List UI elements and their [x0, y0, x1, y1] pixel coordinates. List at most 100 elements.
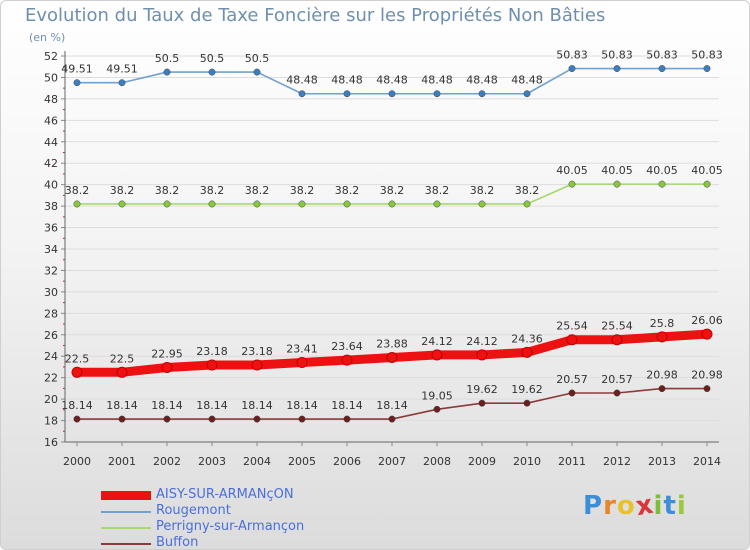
- data-point: [478, 399, 486, 407]
- y-tick-label: 18: [44, 415, 58, 428]
- data-point: [118, 415, 126, 423]
- data-point: [118, 200, 126, 208]
- data-point: [343, 90, 351, 98]
- x-tick-label: 2007: [378, 455, 406, 468]
- logo-letter: t: [663, 491, 677, 521]
- data-label: 38.2: [425, 184, 450, 197]
- data-label: 38.2: [470, 184, 495, 197]
- data-point: [296, 357, 308, 369]
- x-tick-label: 2008: [423, 455, 451, 468]
- data-label: 50.83: [556, 49, 588, 62]
- data-point: [433, 90, 441, 98]
- data-point: [386, 352, 398, 364]
- data-point: [388, 200, 396, 208]
- data-label: 25.8: [650, 317, 675, 330]
- data-point: [163, 200, 171, 208]
- y-tick-label: 48: [44, 93, 58, 106]
- y-tick-label: 42: [44, 157, 58, 170]
- data-label: 50.83: [691, 49, 723, 62]
- data-point: [251, 359, 263, 371]
- y-tick-label: 26: [44, 329, 58, 342]
- data-label: 24.36: [511, 332, 543, 345]
- data-label: 20.57: [556, 373, 588, 386]
- data-point: [298, 90, 306, 98]
- y-tick-label: 44: [44, 136, 58, 149]
- data-label: 20.98: [691, 369, 723, 382]
- data-label: 38.2: [200, 184, 225, 197]
- y-tick-label: 52: [44, 50, 58, 63]
- data-point: [703, 65, 711, 72]
- legend-swatch: [101, 511, 151, 513]
- data-point: [298, 415, 306, 423]
- data-label: 49.51: [61, 63, 93, 76]
- x-tick-label: 2005: [288, 455, 316, 468]
- chart-title: Evolution du Taux de Taxe Foncière sur l…: [25, 5, 606, 26]
- data-label: 19.62: [511, 383, 543, 396]
- data-point: [613, 65, 621, 72]
- data-label: 23.41: [286, 343, 318, 356]
- data-label: 23.88: [376, 338, 408, 351]
- x-tick-label: 2013: [648, 455, 676, 468]
- legend-label: Buffon: [156, 535, 199, 550]
- data-label: 24.12: [421, 335, 453, 348]
- x-tick-label: 2012: [603, 455, 631, 468]
- data-point: [568, 389, 576, 397]
- data-point: [613, 389, 621, 397]
- data-label: 48.48: [376, 74, 408, 87]
- data-point: [703, 180, 711, 188]
- data-label: 26.06: [691, 314, 723, 327]
- data-point: [433, 200, 441, 208]
- data-point: [658, 180, 666, 188]
- y-tick-label: 34: [44, 243, 58, 256]
- data-point: [253, 68, 261, 76]
- data-label: 23.18: [196, 345, 228, 358]
- data-label: 24.12: [466, 335, 498, 348]
- legend-swatch: [101, 491, 151, 500]
- x-tick-label: 2004: [243, 455, 271, 468]
- legend-swatch: [101, 527, 151, 529]
- data-point: [343, 200, 351, 208]
- data-point: [476, 349, 488, 361]
- data-label: 50.83: [646, 49, 678, 62]
- data-label: 23.64: [331, 340, 363, 353]
- data-point: [431, 349, 443, 361]
- data-point: [523, 90, 531, 98]
- x-tick-label: 2002: [153, 455, 181, 468]
- data-point: [388, 90, 396, 98]
- y-tick-label: 50: [44, 71, 58, 84]
- data-point: [388, 415, 396, 423]
- y-tick-label: 16: [44, 436, 58, 449]
- data-label: 38.2: [155, 184, 180, 197]
- data-point: [521, 346, 533, 358]
- data-point: [206, 359, 218, 371]
- x-tick-label: 2006: [333, 455, 361, 468]
- data-label: 48.48: [421, 74, 453, 87]
- data-point: [523, 399, 531, 407]
- y-tick-label: 32: [44, 264, 58, 277]
- data-point: [163, 415, 171, 423]
- data-label: 20.98: [646, 369, 678, 382]
- data-label: 50.5: [200, 52, 225, 65]
- data-point: [208, 68, 216, 76]
- x-tick-label: 2010: [513, 455, 541, 468]
- legend-label: Perrigny-sur-Armançon: [156, 519, 305, 534]
- data-point: [613, 180, 621, 188]
- data-label: 50.83: [601, 49, 633, 62]
- data-point: [73, 79, 81, 87]
- data-label: 18.14: [376, 399, 408, 412]
- data-label: 18.14: [241, 399, 273, 412]
- data-label: 48.48: [466, 74, 498, 87]
- data-point: [701, 328, 713, 340]
- legend-label: Rougemont: [156, 503, 231, 518]
- proxiti-logo: Proxiti: [583, 490, 687, 523]
- data-label: 48.48: [511, 74, 543, 87]
- y-tick-label: 20: [44, 393, 58, 406]
- x-tick-label: 2014: [693, 455, 721, 468]
- data-label: 18.14: [196, 399, 228, 412]
- data-label: 40.05: [691, 164, 723, 177]
- data-label: 48.48: [331, 74, 363, 87]
- x-tick-label: 2009: [468, 455, 496, 468]
- x-tick-label: 2000: [63, 455, 91, 468]
